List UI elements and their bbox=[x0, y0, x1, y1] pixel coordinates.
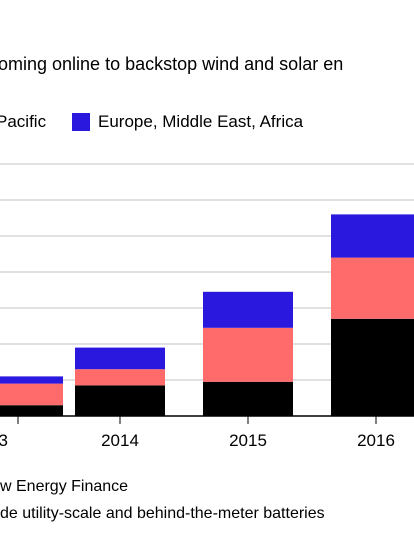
bar-segment bbox=[75, 347, 165, 370]
bar-segment bbox=[203, 291, 293, 328]
legend-label: Europe, Middle East, Africa bbox=[98, 112, 304, 131]
bar-segment bbox=[331, 318, 414, 416]
x-tick-label: 2015 bbox=[229, 431, 267, 450]
x-tick-label: 2014 bbox=[101, 431, 139, 450]
bar-segment bbox=[75, 369, 165, 386]
bar-segment bbox=[331, 214, 414, 258]
bar-segment bbox=[0, 376, 63, 384]
x-tick-label: 2016 bbox=[357, 431, 395, 450]
bar-segment bbox=[331, 257, 414, 319]
bar-segment bbox=[0, 405, 63, 416]
legend: Pacific Europe, Middle East, Africa bbox=[0, 110, 414, 134]
chart-subtitle: oming online to backstop wind and solar … bbox=[0, 54, 344, 74]
legend-label: Pacific bbox=[0, 112, 47, 131]
bar-segment bbox=[75, 385, 165, 416]
bar-segment bbox=[203, 327, 293, 382]
bar-segment bbox=[0, 383, 63, 406]
legend-swatch-emea bbox=[72, 113, 90, 131]
footnote: de utility-scale and behind-the-meter ba… bbox=[0, 505, 325, 522]
stacked-bar-chart: 3 2014 2015 2016 bbox=[0, 163, 414, 450]
x-tick-label: 3 bbox=[0, 431, 8, 450]
source-note: w Energy Finance bbox=[0, 478, 129, 495]
bar-segment bbox=[203, 381, 293, 416]
